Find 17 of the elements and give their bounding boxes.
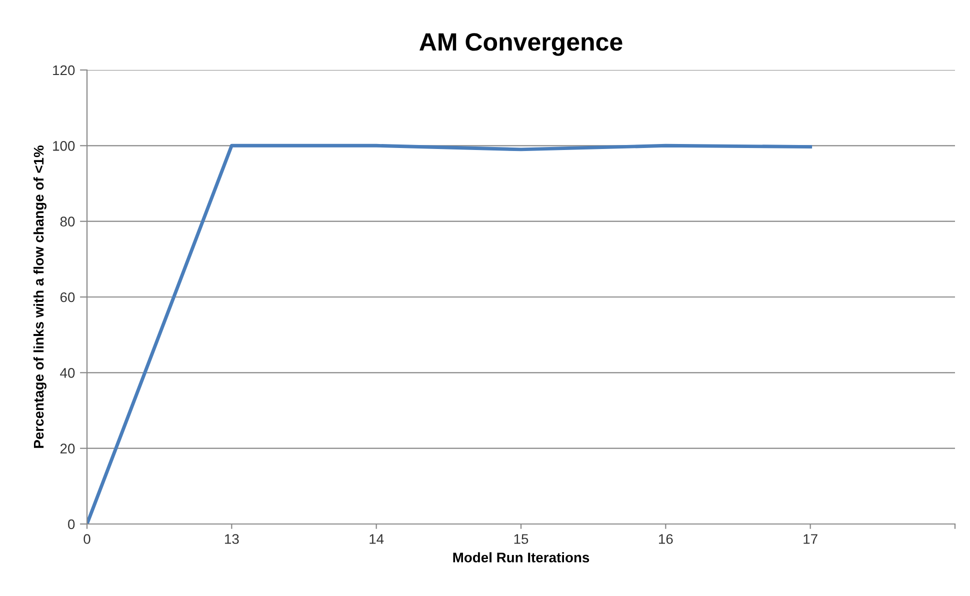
x-tick-label: 14 [370,534,384,544]
x-axis-title: Model Run Iterations [453,552,590,562]
x-tick-label: 0 [84,534,90,544]
y-tick-label: 80 [60,216,75,227]
y-tick-label: 0 [68,519,75,530]
chart-title: AM Convergence [420,33,622,56]
line-series [87,144,812,524]
y-tick-label: 100 [53,141,75,151]
x-tick-label: 13 [225,534,239,544]
y-tick-label: 40 [60,368,75,378]
y-axis-title: Percentage of links with a flow change of <1% [33,146,46,448]
y-tick-label: 120 [53,65,75,76]
y-tick-label: 20 [60,444,75,454]
x-tick-label: 16 [659,534,673,544]
x-tick-label: 17 [804,534,818,544]
y-tick-label: 60 [60,292,75,302]
x-tick-label: 15 [514,534,528,544]
